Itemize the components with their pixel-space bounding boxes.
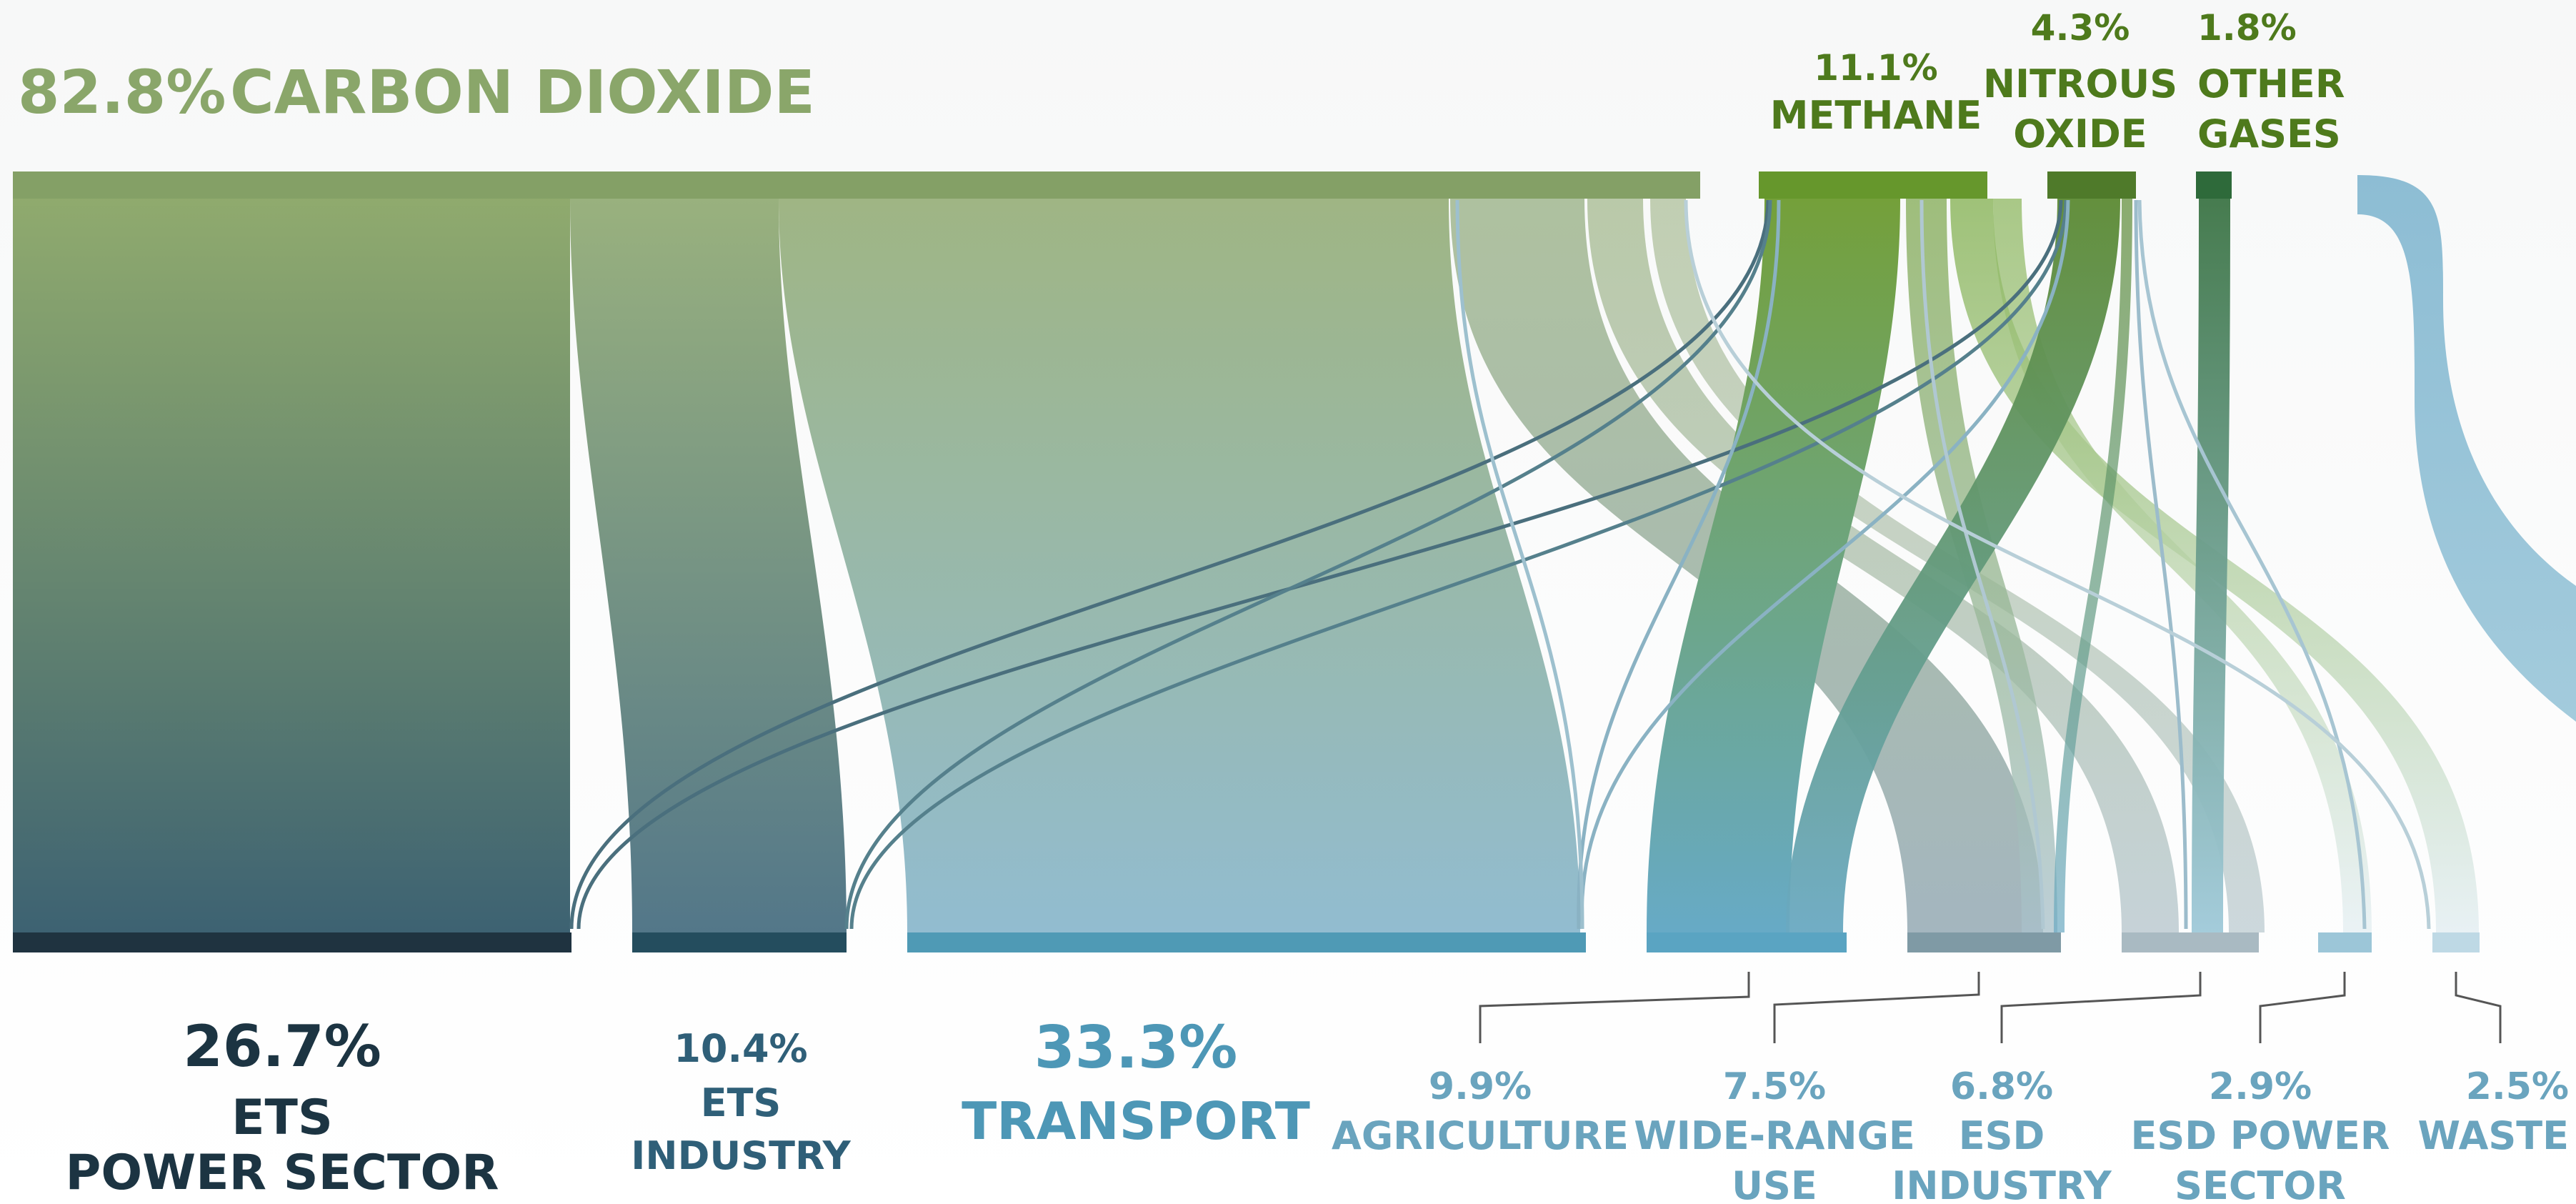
sector-label-ets-industry-line1: ETS: [701, 1080, 782, 1125]
sector-label-agriculture: AGRICULTURE: [1332, 1113, 1629, 1158]
sector-value-esd-power: 2.9%: [2209, 1065, 2312, 1108]
source-value-co2: 82.8%: [18, 57, 226, 127]
thin-line: [576, 199, 2063, 930]
thin-line: [849, 199, 2068, 930]
source-bar-n2o: [2047, 171, 2136, 199]
source-bar-co2: [13, 171, 1700, 199]
flow-n2o-agriculture: [1786, 199, 2120, 932]
source-labels: 82.8% CARBON DIOXIDE 11.1% METHANE 4.3% …: [18, 7, 2345, 156]
sector-bars: [13, 932, 2480, 952]
thin-flow-lines: [569, 199, 2431, 930]
sector-bar-ets-industry: [632, 932, 847, 952]
source-bar-ch4: [1759, 171, 1987, 199]
flow-other-wide-range: [2192, 199, 2230, 932]
sector-label-ets-power-line2: POWER SECTOR: [65, 1145, 499, 1201]
thin-line: [1577, 199, 1781, 930]
thin-line: [844, 199, 1772, 930]
flow-offscreen-band: [2357, 175, 2576, 722]
source-label-ch4: METHANE: [1770, 93, 1982, 138]
sector-value-wide-range: 7.5%: [1723, 1065, 1826, 1108]
sector-bar-esd-industry: [2122, 932, 2259, 952]
thin-line: [1579, 199, 2070, 930]
thin-line: [2137, 199, 2367, 930]
sector-bar-wide-range: [1907, 932, 2061, 952]
source-label-n2o-line2: OXIDE: [2013, 111, 2147, 156]
thin-line: [569, 199, 1770, 930]
thin-line: [1684, 199, 2431, 930]
sector-label-waste: WASTE: [2417, 1113, 2569, 1158]
source-bars: [13, 171, 2232, 199]
flow-co2-esd-power: [1587, 199, 2179, 932]
thin-line: [1455, 199, 1584, 930]
sector-bar-ets-power: [13, 932, 571, 952]
flow-co2-ets-industry: [570, 199, 847, 932]
sector-label-wide-range-line2: USE: [1732, 1163, 1817, 1204]
flow-ch4-esd-power: [1993, 199, 2372, 932]
flow-n2o-esd-industry: [2054, 199, 2132, 932]
sector-value-ets-industry: 10.4%: [674, 1026, 807, 1071]
sector-bar-esd-power: [2318, 932, 2372, 952]
sector-label-esd-power-line2: SECTOR: [2175, 1163, 2346, 1204]
thin-line: [2134, 199, 2188, 930]
leader-line-agriculture: [1479, 972, 1750, 1043]
sector-label-ets-power-line1: ETS: [231, 1090, 333, 1146]
source-label-other-line2: GASES: [2197, 111, 2341, 156]
source-bar-other: [2196, 171, 2232, 199]
source-value-n2o: 4.3%: [2031, 7, 2130, 49]
sector-value-waste: 2.5%: [2466, 1065, 2569, 1108]
sector-label-esd-industry-line1: ESD: [1959, 1113, 2045, 1158]
sector-bar-waste: [2432, 932, 2480, 952]
sector-label-esd-power-line1: ESD POWER: [2131, 1113, 2390, 1158]
sector-label-ets-industry-line2: INDUSTRY: [631, 1133, 851, 1178]
sector-label-wide-range-line1: WIDE-RANGE: [1634, 1113, 1915, 1158]
sector-label-transport: TRANSPORT: [962, 1091, 1310, 1151]
source-value-other: 1.8%: [2197, 7, 2297, 49]
thin-line: [1919, 199, 2045, 930]
leader-line-waste: [2455, 972, 2502, 1043]
sector-labels: 26.7% ETS POWER SECTOR 10.4% ETS INDUSTR…: [65, 1013, 2569, 1204]
sector-value-ets-power: 26.7%: [183, 1013, 381, 1080]
source-label-n2o-line1: NITROUS: [1983, 61, 2177, 106]
leader-line-esd-industry: [2000, 972, 2202, 1043]
flow-co2-transport: [779, 199, 1580, 932]
source-label-other-line1: OTHER: [2197, 61, 2345, 106]
source-value-ch4: 11.1%: [1814, 47, 1937, 89]
flow-ch4-agriculture: [1647, 199, 1900, 932]
source-label-co2: CARBON DIOXIDE: [230, 57, 815, 127]
sector-label-esd-industry-line2: INDUSTRY: [1892, 1163, 2112, 1204]
flow-co2-ets-power: [13, 199, 570, 932]
leader-line-esd-power: [2259, 972, 2346, 1043]
sector-value-transport: 33.3%: [1034, 1014, 1237, 1082]
sector-value-agriculture: 9.9%: [1429, 1065, 1532, 1108]
sector-bar-transport: [907, 932, 1586, 952]
flow-bands: [13, 175, 2576, 932]
sector-bar-agriculture: [1647, 932, 1847, 952]
leader-line-wide-range: [1773, 972, 1980, 1043]
leader-lines: [1479, 972, 2502, 1043]
sector-value-esd-industry: 6.8%: [1950, 1065, 2053, 1108]
